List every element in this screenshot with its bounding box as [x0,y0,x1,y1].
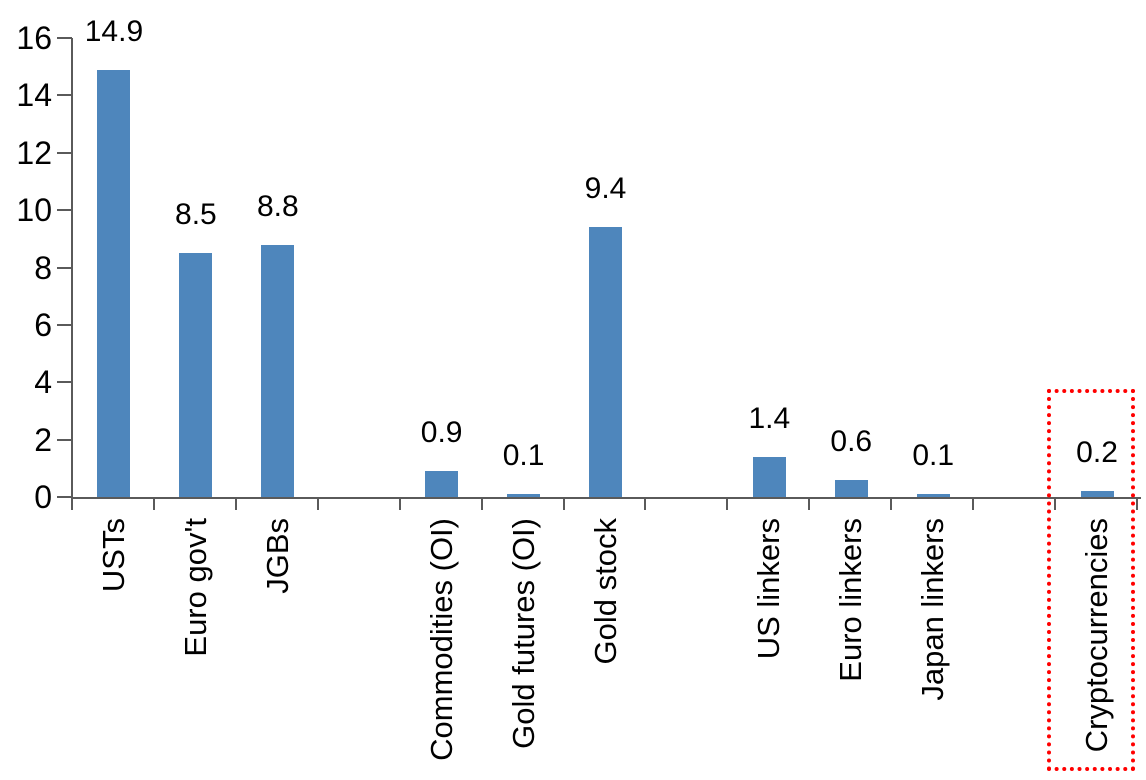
bar-value-label: 8.8 [256,190,299,223]
x-category-label: Euro linkers [833,518,869,682]
bar [1080,491,1114,497]
x-category-label: Euro gov't [177,518,213,657]
bar-value-label: 14.9 [84,15,144,48]
y-tick-label: 16 [16,20,52,56]
y-tick-label: 0 [34,479,52,515]
x-category-label: JGBs [259,518,295,594]
x-tick [972,497,975,510]
x-axis-line [71,497,1141,499]
x-tick [562,497,565,510]
x-tick [398,497,401,510]
y-tick-label: 10 [16,192,52,229]
bar [179,253,213,497]
bar [507,494,541,497]
y-tick-label: 8 [34,249,52,286]
x-tick [726,497,729,510]
bar [425,471,459,497]
x-tick [316,497,319,510]
highlight-box [1047,389,1135,771]
x-category-label: Japan linkers [915,518,951,701]
x-tick [152,497,155,510]
x-tick [644,497,647,510]
x-tick [808,497,811,510]
x-category-label: US linkers [751,518,787,660]
bar-value-label: 0.6 [830,425,873,458]
y-tick [57,209,72,212]
bar-value-label: 0.1 [502,439,545,472]
y-tick-label: 2 [34,421,52,458]
y-tick-label: 14 [16,77,52,114]
y-tick-label: 4 [34,364,52,401]
y-tick [57,266,72,269]
bar [834,480,868,497]
y-tick [57,151,72,154]
bar [97,70,131,497]
x-tick [890,497,893,510]
bar-value-label: 0.9 [420,416,463,449]
x-tick [234,497,237,510]
y-tick-label: 6 [34,306,52,343]
x-tick [71,497,73,510]
y-tick [57,381,72,384]
bar [752,457,786,497]
y-tick-label: 12 [16,134,52,171]
x-category-label: Gold futures (OI) [505,518,541,749]
x-category-label: USTs [95,518,131,593]
y-tick [57,496,72,498]
x-category-label: Commodities (OI) [423,518,459,761]
bar [589,227,622,497]
y-tick [57,438,72,441]
x-tick [480,497,483,510]
y-tick [57,323,72,326]
y-tick [57,37,72,39]
bar-value-label: 0.1 [912,439,955,472]
bar-value-label: 8.5 [175,198,217,231]
bar-value-label: 1.4 [748,402,791,435]
bar [261,245,295,497]
y-axis-line [71,38,73,510]
bar-value-label: 9.4 [584,172,627,205]
x-category-label: Gold stock [587,518,623,665]
x-tick [1054,497,1057,510]
bar-value-label: 0.2 [1076,436,1118,469]
y-tick [57,94,72,97]
bar [916,494,950,497]
x-tick [1136,497,1138,510]
